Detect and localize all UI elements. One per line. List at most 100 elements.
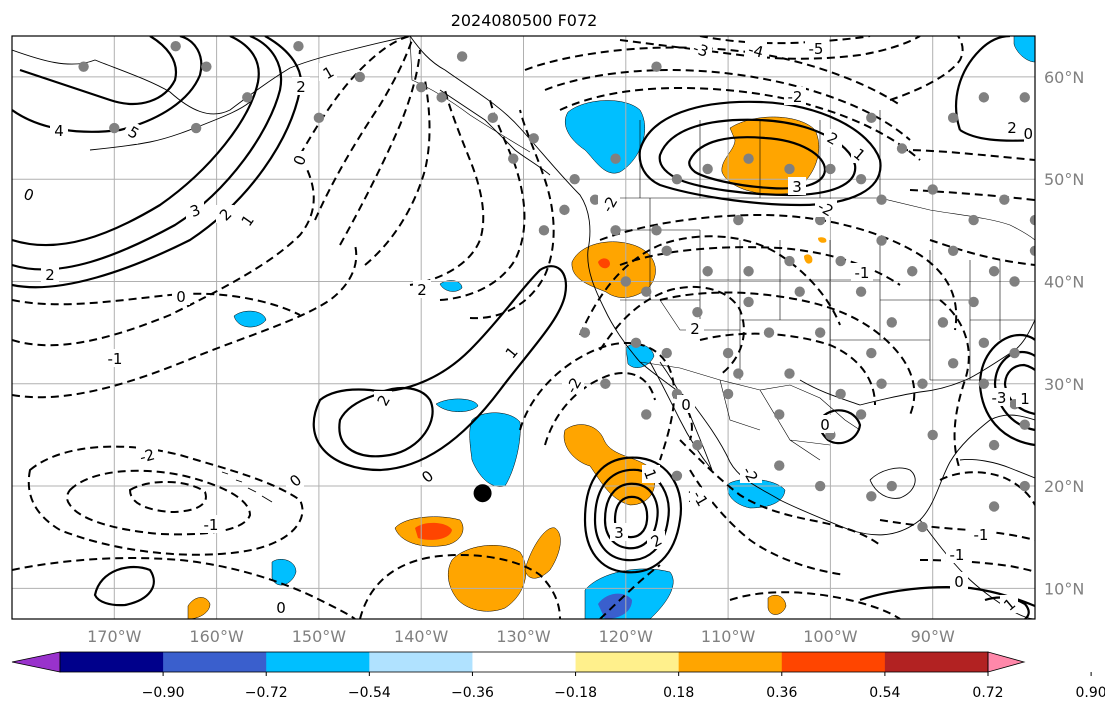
contour-solid bbox=[984, 596, 1030, 619]
contour-label: 2 bbox=[1007, 119, 1017, 137]
latitude-tick-label: 60°N bbox=[1044, 68, 1084, 87]
station-dot bbox=[774, 409, 785, 420]
latitude-tick-label: 40°N bbox=[1044, 272, 1084, 291]
station-dot bbox=[917, 378, 928, 389]
map-panel: 4 5 3 2 1 0 2 1 0 -1 2 2 1 0 2 -1 -2 3 2… bbox=[11, 35, 1036, 620]
latitude-tick-label: 20°N bbox=[1044, 477, 1084, 496]
contour-dashed bbox=[939, 299, 970, 471]
contour-label: -1 bbox=[204, 516, 219, 534]
contour-label: -1 bbox=[108, 350, 123, 368]
contour-dashed bbox=[679, 439, 881, 546]
contour-solid bbox=[603, 482, 659, 550]
contour-label: 2 bbox=[296, 78, 306, 96]
colorbar-segment bbox=[163, 652, 267, 672]
contour-label: 2 bbox=[417, 281, 427, 299]
latitude-tick-labels: 60°N 50°N 40°N 30°N 20°N 10°N bbox=[1044, 68, 1084, 598]
contour-dashed bbox=[899, 149, 1035, 161]
station-dot bbox=[855, 173, 867, 185]
anomaly-region-positive-strong bbox=[598, 258, 610, 269]
station-dot bbox=[692, 306, 703, 318]
colorbar-tick-label: −0.90 bbox=[142, 685, 185, 701]
contour-label: -3 bbox=[992, 389, 1007, 407]
colorbar-segment bbox=[781, 652, 886, 672]
contour-solid bbox=[638, 100, 882, 207]
station-dot bbox=[794, 286, 805, 297]
anomaly-region-positive bbox=[563, 424, 655, 506]
station-dot bbox=[569, 173, 580, 185]
contour-dashed bbox=[579, 235, 841, 336]
colorbar-tick-labels: −0.90 −0.72 −0.54 −0.36 −0.18 0.18 0.36 0.54 0.7… bbox=[142, 672, 1105, 701]
station-dot bbox=[907, 266, 918, 277]
station-dot bbox=[651, 61, 662, 72]
station-dot bbox=[947, 358, 959, 369]
station-dot bbox=[579, 327, 591, 338]
storm-center-marker bbox=[473, 484, 492, 503]
station-dot bbox=[978, 337, 990, 349]
contour-solid bbox=[12, 36, 283, 271]
station-dot bbox=[927, 429, 938, 441]
colorbar-tick-label: 0.54 bbox=[869, 685, 900, 701]
station-dot bbox=[661, 245, 672, 256]
station-dot bbox=[876, 378, 887, 389]
anomaly-region-negative bbox=[271, 559, 297, 586]
contour-label: -1 bbox=[974, 526, 989, 544]
station-dot bbox=[651, 225, 662, 236]
contour-solid bbox=[978, 333, 1035, 447]
station-dot bbox=[1019, 419, 1030, 430]
station-dot bbox=[886, 480, 897, 492]
latitude-tick-label: 50°N bbox=[1044, 170, 1084, 189]
anomaly-region-negative-strong bbox=[598, 593, 632, 619]
figure-title: 2024080500 F072 bbox=[451, 11, 598, 30]
contour-solid bbox=[93, 565, 155, 607]
contour-dashed bbox=[524, 46, 901, 106]
station-dot bbox=[508, 153, 519, 164]
station-dot bbox=[968, 214, 979, 226]
anomaly-region-negative bbox=[564, 100, 645, 174]
colorbar-segment bbox=[884, 652, 989, 672]
contour-label: -1 bbox=[950, 546, 965, 564]
contour-label: 0 bbox=[954, 573, 964, 591]
colorbar-extend-min bbox=[11, 651, 61, 673]
station-dot bbox=[293, 41, 304, 52]
us-canada-border bbox=[590, 197, 1035, 241]
station-dot bbox=[835, 255, 846, 267]
contour-solid bbox=[19, 36, 178, 105]
colorbar-segment bbox=[678, 652, 783, 672]
contour-dashed bbox=[544, 372, 656, 446]
contour-label: 3 bbox=[614, 524, 624, 542]
contour-dashed bbox=[409, 89, 485, 286]
contour-dashed bbox=[919, 559, 1035, 573]
station-dot bbox=[589, 194, 601, 205]
contour-label: 0 bbox=[276, 599, 286, 617]
station-dot bbox=[559, 204, 570, 216]
contour-label: 1 bbox=[1020, 390, 1030, 408]
contour-dashed bbox=[66, 469, 252, 536]
station-dot bbox=[866, 491, 877, 502]
contour-dashed bbox=[359, 553, 561, 619]
station-dot bbox=[784, 255, 795, 267]
contour-solid bbox=[12, 36, 303, 289]
contour-label: -1 bbox=[855, 264, 870, 282]
colorbar-extend-max bbox=[987, 651, 1026, 673]
longitude-tick-label: 130°W bbox=[496, 627, 551, 646]
contour-dashed bbox=[699, 332, 876, 406]
station-dot bbox=[538, 225, 550, 236]
station-dot bbox=[917, 521, 928, 533]
contour-dashed bbox=[544, 68, 911, 141]
yucatan-coastline bbox=[869, 467, 916, 499]
cuba-coastline bbox=[959, 459, 1035, 479]
station-dot bbox=[1029, 245, 1035, 256]
contour-dashed bbox=[619, 36, 921, 60]
station-dot bbox=[1019, 92, 1030, 103]
station-dot bbox=[743, 296, 754, 308]
colorbar-tick-label: −0.18 bbox=[554, 685, 597, 701]
station-dot bbox=[722, 347, 734, 359]
map-frame bbox=[11, 35, 1036, 620]
contour-dashed bbox=[128, 481, 207, 514]
station-dot bbox=[947, 112, 959, 124]
station-dot bbox=[835, 388, 846, 400]
contour-dashed bbox=[599, 564, 661, 619]
contour-dashed bbox=[939, 471, 1035, 506]
station-dot bbox=[947, 245, 959, 256]
station-dot bbox=[354, 71, 366, 83]
